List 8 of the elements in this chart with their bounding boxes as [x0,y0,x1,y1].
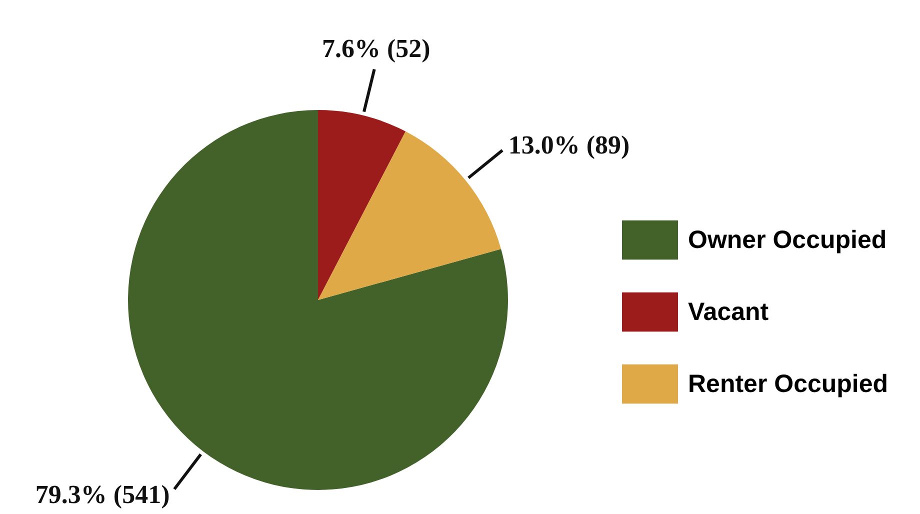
data-label: 7.6% (52) [322,34,430,63]
pie-slice [318,131,502,300]
legend-label: Owner Occupied [688,226,887,254]
legend-label: Vacant [688,298,770,326]
data-label: 79.3% (541) [35,480,170,510]
pie-slice [318,110,406,300]
data-label: 13.0% (89) [508,130,630,160]
legend-label: Renter Occupied [688,370,888,398]
